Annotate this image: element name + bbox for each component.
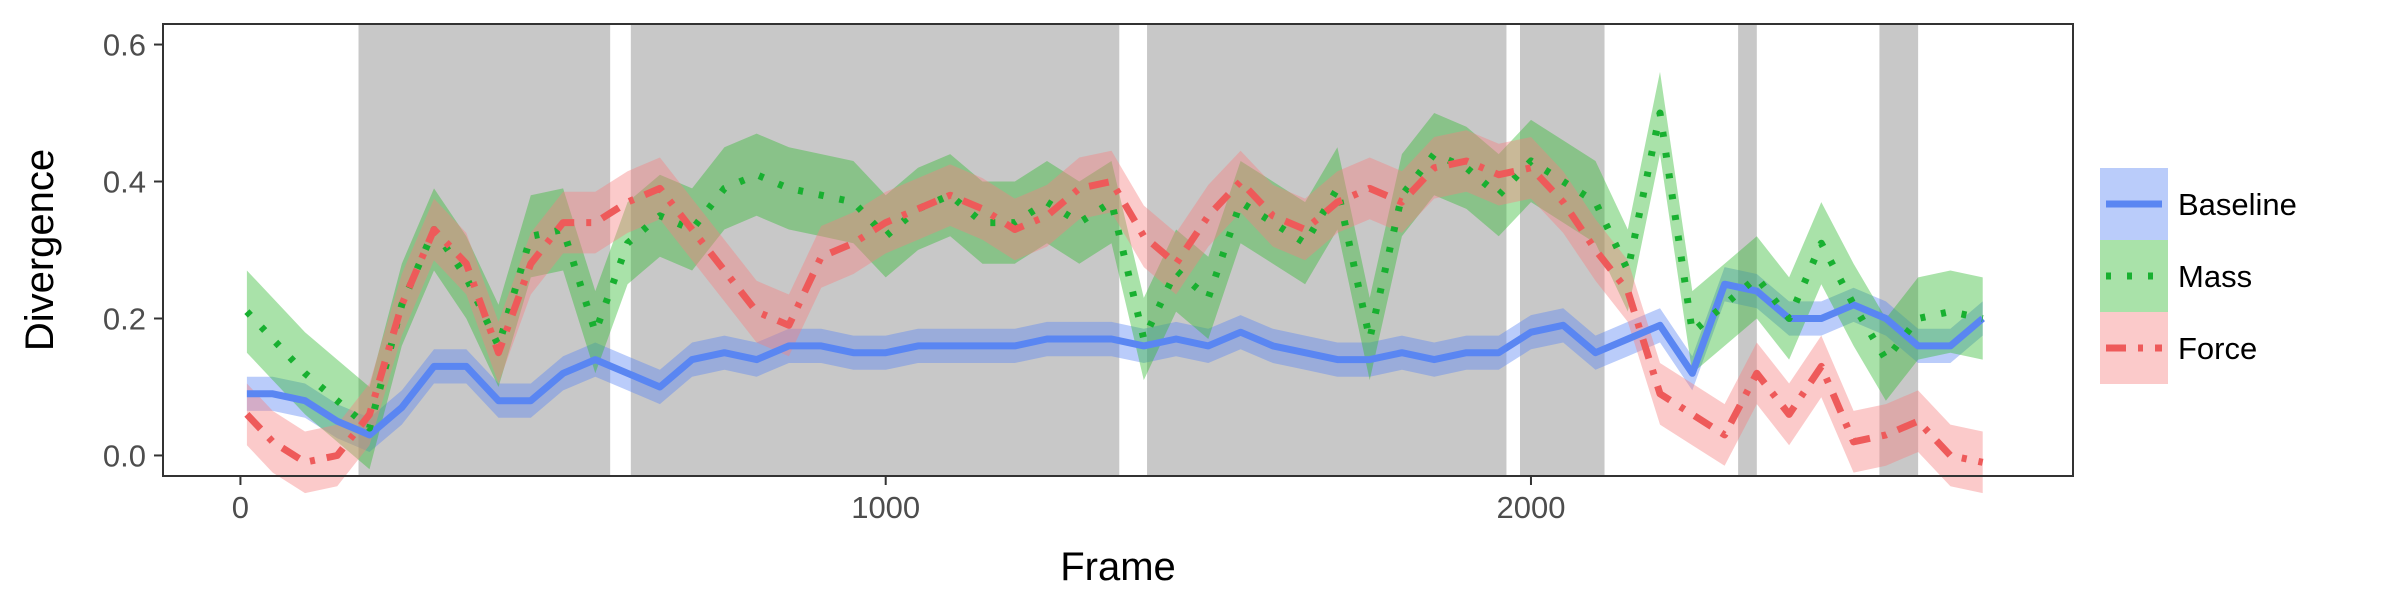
shaded-interval-5 [1879,24,1919,476]
plot-area [162,23,2074,494]
y-tick-label-0.4: 0.4 [103,165,146,200]
legend-label-baseline: Baseline [2178,187,2297,222]
force-line [244,157,1984,466]
legend: Baseline Mass Force [2100,168,2297,384]
x-axis-title: Frame [1060,545,1176,589]
series-lines [244,109,1985,466]
y-axis: 0.0 0.2 0.4 0.6 [103,28,163,473]
y-axis-title: Divergence [18,149,62,351]
shaded-interval-2 [1147,24,1507,476]
shaded-interval-4 [1738,24,1757,476]
legend-label-mass: Mass [2178,259,2252,294]
x-axis: 0 1000 2000 [232,476,1565,525]
y-tick-label-0.2: 0.2 [103,301,146,336]
x-tick-label-1000: 1000 [851,490,920,525]
shaded-interval-0 [358,24,611,476]
y-tick-label-0.6: 0.6 [103,28,146,63]
shaded-intervals [358,24,1919,476]
legend-label-force: Force [2178,331,2257,366]
shaded-interval-3 [1520,24,1605,476]
x-tick-label-2000: 2000 [1496,490,1565,525]
legend-key-mass [2100,240,2168,312]
y-tick-label-0: 0.0 [103,438,146,473]
plot-border [162,23,2074,477]
shaded-interval-1 [630,24,1120,476]
baseline-line [246,280,1985,439]
x-tick-label-0: 0 [232,490,249,525]
baseline-band [246,267,1983,452]
